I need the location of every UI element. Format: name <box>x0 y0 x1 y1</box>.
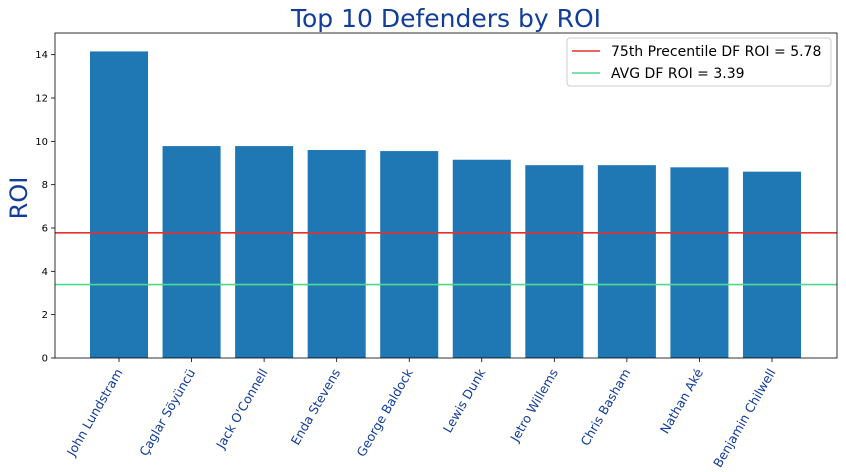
bar <box>163 146 221 358</box>
x-tick-label: Enda Stevens <box>288 366 344 447</box>
bar <box>380 151 438 358</box>
x-tick-label: George Baldock <box>353 365 416 459</box>
y-tick-label: 14 <box>35 50 48 61</box>
y-tick-label: 6 <box>42 224 48 235</box>
y-tick-label: 4 <box>42 267 48 278</box>
bar <box>670 167 728 358</box>
bar <box>598 165 656 358</box>
x-tick-label: Jack O'Connell <box>212 366 270 452</box>
bar <box>453 160 511 358</box>
x-tick-label: Çaglar Söyüncü <box>136 366 198 459</box>
x-tick-label: Jetro Willems <box>507 366 561 445</box>
legend-label: AVG DF ROI = 3.39 <box>611 66 745 82</box>
y-tick-label: 0 <box>42 354 48 365</box>
x-tick-label: Benjamin Chilwell <box>710 366 779 470</box>
bar <box>235 146 293 358</box>
y-tick-label: 8 <box>42 180 48 191</box>
x-tick-label: Chris Basham <box>577 366 633 448</box>
x-tick-label: Nathan Aké <box>657 366 706 436</box>
y-axis-label: ROI <box>5 177 33 220</box>
bars-group <box>90 51 801 358</box>
x-tick-label: John Lundstram <box>63 366 126 459</box>
bar <box>308 150 366 358</box>
legend-label: 75th Precentile DF ROI = 5.78 <box>611 44 821 60</box>
bar <box>525 165 583 358</box>
bar <box>743 172 801 358</box>
chart-title: Top 10 Defenders by ROI <box>290 4 601 33</box>
legend: 75th Precentile DF ROI = 5.78 AVG DF ROI … <box>567 38 831 86</box>
x-axis-ticks: John Lundstram Çaglar Söyüncü Jack O'Conne… <box>63 358 778 470</box>
y-tick-label: 10 <box>35 137 48 148</box>
x-tick-label: Lewis Dunk <box>440 365 489 435</box>
y-tick-label: 2 <box>42 310 48 321</box>
bar <box>90 51 148 358</box>
y-axis-ticks: 0 2 4 6 8 10 12 14 <box>35 50 55 364</box>
y-tick-label: 12 <box>35 94 48 105</box>
